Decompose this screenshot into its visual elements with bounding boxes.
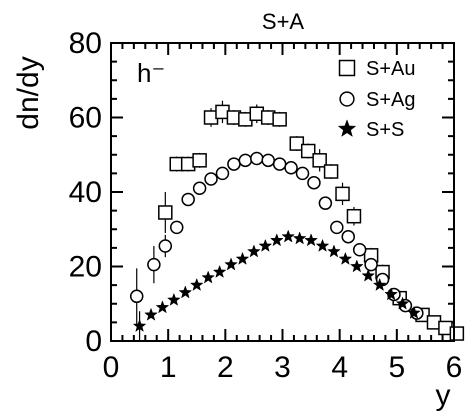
legend-label: S+Ag: [366, 89, 415, 111]
legend-label: S+Au: [366, 58, 415, 80]
data-point-square: [346, 208, 362, 224]
data-point-star: [269, 233, 284, 247]
data-point-star: [304, 233, 318, 247]
data-point-star: [384, 287, 398, 301]
data-point-star: [372, 277, 387, 291]
data-point-star: [349, 259, 364, 273]
data-point-star: [247, 244, 261, 258]
chart-title: S+A: [262, 9, 305, 34]
data-point-star: [201, 270, 216, 284]
data-point-star: [155, 300, 170, 314]
x-tick-label: 5: [388, 351, 405, 384]
data-point-circle: [272, 157, 287, 171]
data-point-square: [192, 153, 207, 168]
data-point-circle: [147, 257, 161, 272]
legend: S+Au S+Ag S+S: [337, 58, 415, 141]
data-point-star: [327, 244, 341, 258]
data-point-star: [395, 296, 410, 310]
data-point-star: [224, 257, 238, 271]
data-point-star: [178, 285, 193, 299]
data-point-circle: [238, 153, 253, 168]
legend-marker: [337, 119, 357, 137]
y-tick-label: 20: [69, 251, 102, 284]
data-point-circle: [318, 196, 333, 210]
data-point-square: [158, 205, 173, 220]
data-point-circle: [330, 220, 344, 235]
x-tick-label: 0: [103, 351, 120, 384]
x-tick-label: 2: [217, 351, 234, 384]
data-point-square: [335, 186, 350, 202]
data-point-circle: [250, 151, 264, 166]
data-point-circle: [158, 239, 173, 253]
data-point-circle: [307, 175, 321, 190]
data-point-circle: [341, 229, 355, 244]
data-point-circle: [192, 181, 207, 196]
data-point-square: [272, 112, 287, 127]
data-point-star: [338, 251, 353, 265]
data-marks: [129, 100, 465, 341]
data-point-star: [292, 231, 307, 245]
data-point-circle: [215, 166, 230, 181]
series-s-au: [158, 100, 465, 341]
data-point-square: [323, 164, 339, 179]
data-point-star: [144, 307, 158, 321]
data-point-circle: [352, 242, 367, 257]
data-point-circle: [261, 153, 275, 168]
data-point-star: [212, 264, 227, 278]
data-point-square: [300, 143, 316, 159]
data-point-circle: [204, 172, 218, 186]
particle-annotation: h⁻: [137, 58, 165, 88]
data-point-star: [281, 229, 296, 243]
data-point-circle: [284, 161, 298, 175]
y-tick-label: 60: [69, 102, 102, 135]
y-tick-label: 40: [69, 176, 102, 209]
x-axis-label: y: [436, 379, 451, 412]
data-point-circle: [129, 289, 144, 304]
y-tick-label: 80: [69, 27, 102, 60]
plot-frame: [110, 42, 455, 342]
data-point-star: [167, 292, 181, 306]
data-point-square: [289, 136, 305, 151]
data-point-star: [361, 268, 376, 282]
data-point-circle: [169, 220, 184, 235]
data-point-circle: [295, 166, 310, 181]
data-point-star: [315, 238, 330, 252]
series-s-s: [132, 229, 421, 341]
data-point-circle: [181, 192, 195, 207]
data-point-square: [449, 326, 465, 341]
legend-marker: [338, 59, 356, 77]
x-tick-label: 6: [446, 351, 463, 384]
data-point-star: [258, 238, 273, 252]
data-point-star: [132, 318, 147, 332]
data-point-star: [235, 251, 250, 265]
y-axis-label: dn/dy: [12, 56, 45, 129]
data-point-circle: [364, 257, 378, 272]
legend-label: S+S: [366, 119, 404, 141]
legend-marker: [339, 91, 355, 107]
x-tick-label: 3: [274, 351, 291, 384]
x-tick-label: 4: [331, 351, 348, 384]
data-point-circle: [227, 157, 241, 171]
data-point-star: [189, 277, 204, 291]
y-tick-label: 0: [85, 325, 102, 358]
data-point-square: [312, 153, 327, 168]
data-point-star: [407, 305, 421, 319]
x-tick-label: 1: [160, 351, 177, 384]
